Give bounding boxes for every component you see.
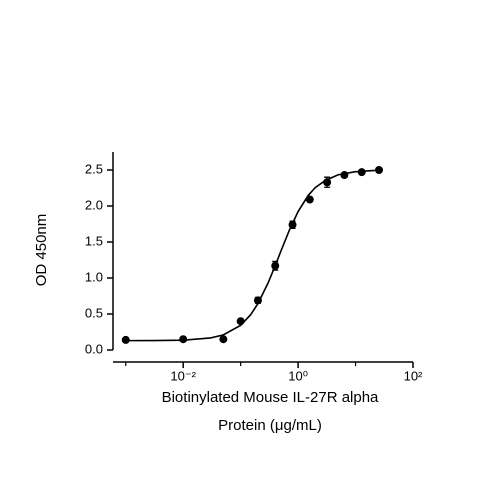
y-tick-label: 1.5: [85, 233, 103, 248]
data-point: [340, 171, 349, 180]
x-tick-label: 10⁻²: [170, 368, 196, 383]
data-point: [179, 335, 188, 344]
data-point: [253, 296, 262, 305]
data-point: [305, 195, 314, 204]
data-point: [357, 168, 366, 177]
fit-curve: [125, 169, 383, 342]
y-tick-label: 2.5: [85, 161, 103, 176]
data-point: [219, 335, 228, 344]
data-point: [121, 335, 130, 344]
data-point: [236, 317, 245, 326]
x-tick-label: 10²: [404, 368, 423, 383]
y-tick-label: 1.0: [85, 269, 103, 284]
y-tick-label: 0.5: [85, 305, 103, 320]
data-point: [288, 220, 297, 229]
x-axis-label: Protein (μg/mL): [218, 417, 322, 434]
y-tick-label: 0.0: [85, 341, 103, 356]
y-tick-label: 2.0: [85, 197, 103, 212]
x-axis-label: Biotinylated Mouse IL-27R alpha: [162, 389, 379, 406]
x-tick-label: 10⁰: [288, 368, 308, 383]
data-point: [323, 178, 332, 187]
y-axis-label: OD 450nm: [33, 214, 50, 287]
data-point: [271, 261, 280, 270]
data-point: [375, 166, 384, 174]
